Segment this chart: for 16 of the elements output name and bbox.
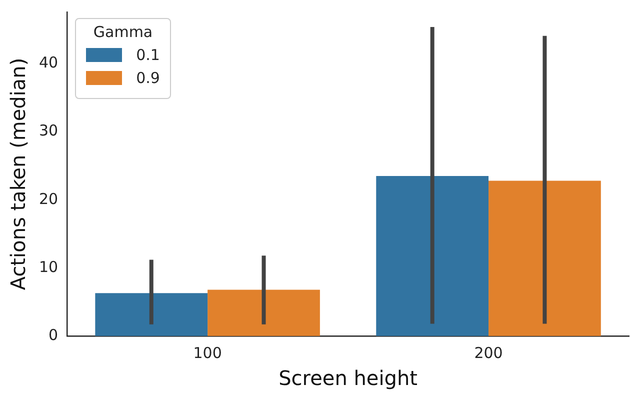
y-tick-label: 0 [48, 326, 58, 344]
bar [95, 293, 208, 336]
y-tick-label: 20 [38, 190, 58, 208]
x-tick-label: 100 [193, 344, 222, 362]
legend-label: 0.9 [136, 69, 160, 87]
x-axis-title: Screen height [278, 366, 418, 390]
y-tick-label: 30 [38, 122, 58, 140]
bar [208, 290, 320, 336]
x-tick-label: 200 [474, 344, 503, 362]
y-axis-title: Actions taken (median) [6, 58, 30, 290]
y-tick-label: 10 [38, 258, 58, 276]
y-tick-label: 40 [38, 54, 58, 72]
bar [376, 176, 489, 336]
bar [488, 180, 601, 336]
legend-label: 0.1 [136, 46, 160, 64]
legend-title: Gamma [92, 23, 154, 41]
